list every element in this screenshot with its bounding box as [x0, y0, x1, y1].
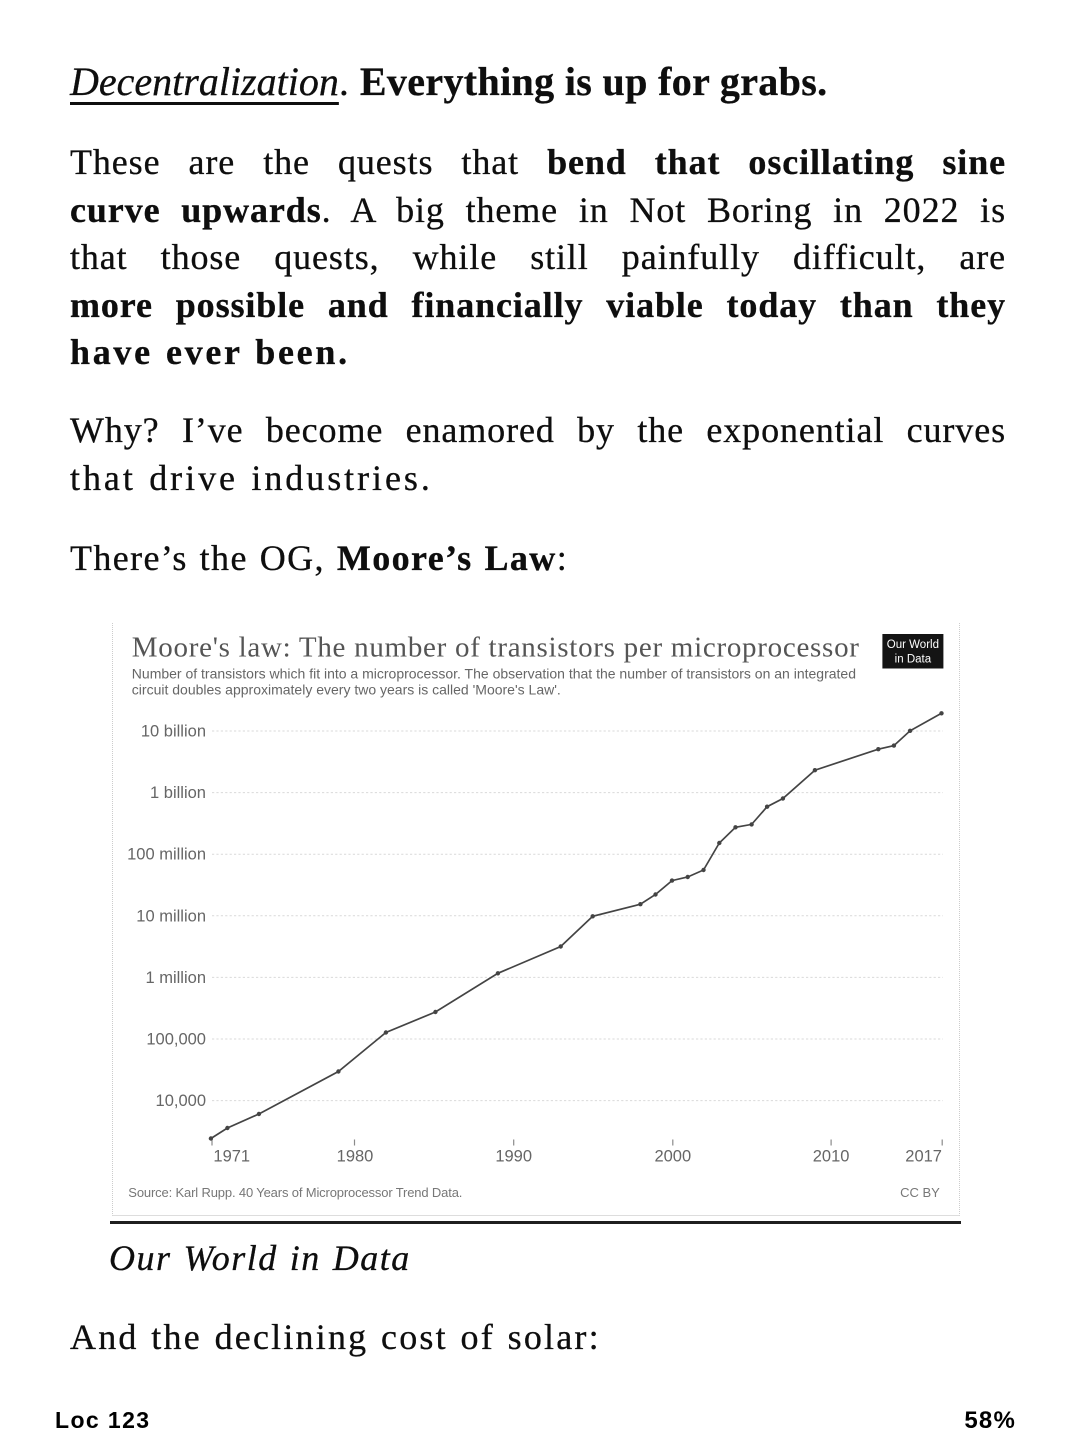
svg-text:10 billion: 10 billion — [141, 723, 206, 741]
svg-text:100,000: 100,000 — [146, 1031, 206, 1049]
svg-text:Source: Karl Rupp. 40 Years of: Source: Karl Rupp. 40 Years of Microproc… — [128, 1185, 462, 1200]
svg-text:1 million: 1 million — [145, 969, 206, 987]
svg-text:2000: 2000 — [654, 1148, 691, 1166]
svg-text:1990: 1990 — [495, 1148, 532, 1166]
svg-text:Our World: Our World — [887, 639, 939, 651]
svg-text:1980: 1980 — [337, 1148, 374, 1166]
svg-text:1 billion: 1 billion — [150, 784, 206, 802]
svg-text:2010: 2010 — [813, 1148, 850, 1166]
svg-text:100 million: 100 million — [127, 846, 206, 864]
svg-text:Number of transistors which fi: Number of transistors which fit into a m… — [132, 665, 856, 681]
svg-text:circuit doubles approximately: circuit doubles approximately every two … — [132, 682, 561, 698]
svg-text:1971: 1971 — [213, 1148, 250, 1166]
svg-text:in Data: in Data — [895, 654, 932, 666]
svg-text:10 million: 10 million — [136, 907, 206, 925]
svg-text:2017: 2017 — [905, 1148, 942, 1166]
svg-text:CC BY: CC BY — [900, 1185, 940, 1200]
svg-text:Moore's law: The number of tra: Moore's law: The number of transistors p… — [132, 631, 860, 663]
svg-text:10,000: 10,000 — [156, 1092, 206, 1110]
